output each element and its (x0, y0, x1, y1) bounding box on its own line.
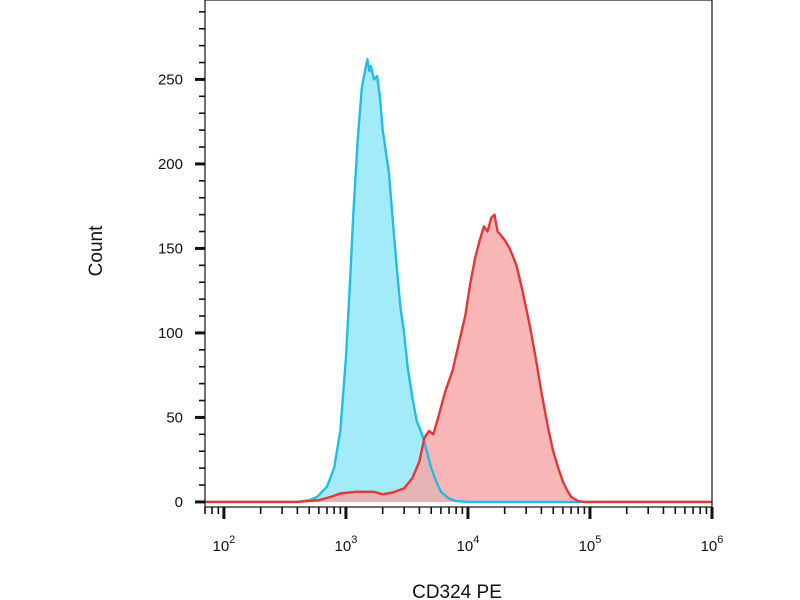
y-tick-label: 250 (158, 71, 183, 88)
plot-frame (204, 0, 713, 508)
y-tick-label: 150 (158, 240, 183, 257)
x-tick-exponent: 5 (595, 534, 601, 546)
x-axis-title: CD324 PE (412, 582, 502, 600)
y-tick-label: 50 (166, 409, 183, 426)
x-tick-exponent: 6 (717, 534, 723, 546)
series-2-area (205, 214, 712, 502)
y-tick-label: 100 (158, 325, 183, 342)
series-layer (205, 58, 712, 504)
y-tick-label: 0 (175, 494, 183, 511)
x-tick-exponent: 2 (229, 534, 235, 546)
y-tick-label: 200 (158, 156, 183, 173)
series-2-line (205, 213, 712, 504)
x-tick-exponent: 4 (473, 534, 479, 546)
series-1-line (205, 58, 712, 504)
x-tick-exponent: 3 (351, 534, 357, 546)
y-axis-title: Count (86, 225, 107, 276)
